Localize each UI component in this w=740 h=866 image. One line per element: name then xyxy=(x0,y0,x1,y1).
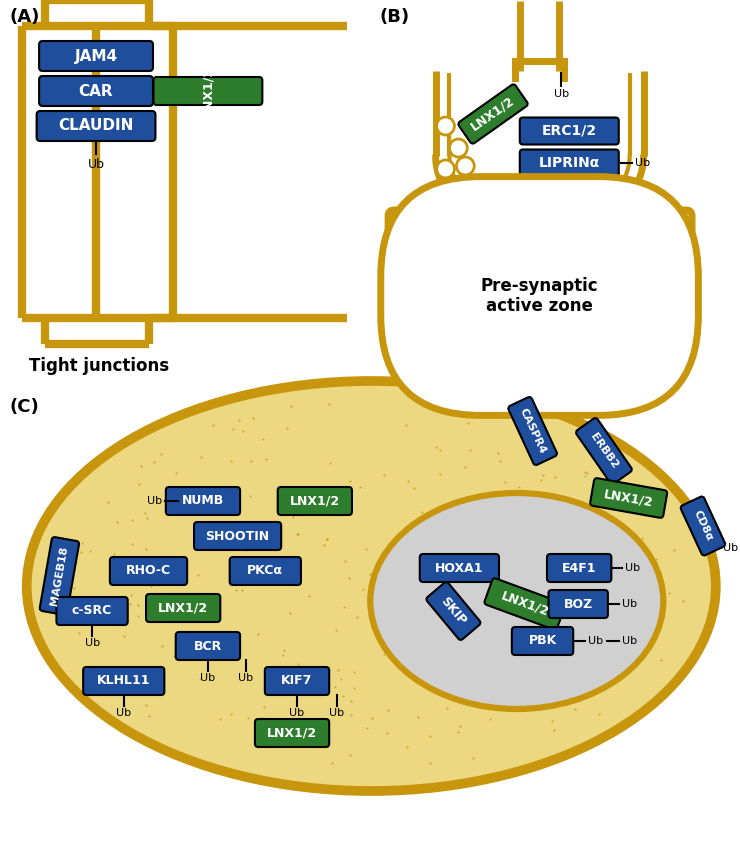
FancyBboxPatch shape xyxy=(388,210,692,270)
Text: c-SRC: c-SRC xyxy=(72,604,112,617)
Text: Ub: Ub xyxy=(723,543,738,553)
Circle shape xyxy=(449,139,467,157)
FancyBboxPatch shape xyxy=(265,667,329,695)
Text: MAGEB18: MAGEB18 xyxy=(50,546,70,606)
FancyBboxPatch shape xyxy=(146,594,221,622)
FancyBboxPatch shape xyxy=(519,150,619,177)
FancyBboxPatch shape xyxy=(153,77,263,105)
FancyBboxPatch shape xyxy=(547,554,611,582)
Text: CLAUDIN: CLAUDIN xyxy=(58,119,134,133)
Text: RHO-C: RHO-C xyxy=(126,565,171,578)
Text: CAR: CAR xyxy=(78,83,113,99)
Text: SHOOTIN: SHOOTIN xyxy=(206,529,269,542)
Text: PKCα: PKCα xyxy=(247,565,283,578)
Text: LNX1/2: LNX1/2 xyxy=(468,94,517,133)
Text: Ub: Ub xyxy=(147,496,162,506)
Circle shape xyxy=(457,157,474,175)
Text: PBK: PBK xyxy=(528,635,556,648)
Text: (C): (C) xyxy=(10,398,40,416)
FancyBboxPatch shape xyxy=(591,478,667,518)
FancyBboxPatch shape xyxy=(548,590,608,618)
Text: KIF7: KIF7 xyxy=(281,675,313,688)
Circle shape xyxy=(437,117,454,135)
Text: BOZ: BOZ xyxy=(564,598,593,611)
Text: LNX1/2: LNX1/2 xyxy=(499,590,551,618)
Text: E4F1: E4F1 xyxy=(562,561,596,574)
Text: Ub: Ub xyxy=(238,673,253,683)
Text: LNX1/2: LNX1/2 xyxy=(201,66,215,116)
Ellipse shape xyxy=(370,493,663,709)
Text: Ub: Ub xyxy=(622,599,637,609)
FancyBboxPatch shape xyxy=(229,557,301,585)
Text: LNX1/2: LNX1/2 xyxy=(290,494,340,507)
Text: SKIP: SKIP xyxy=(438,594,468,628)
Text: JAM4: JAM4 xyxy=(75,48,118,63)
FancyBboxPatch shape xyxy=(175,632,240,660)
Text: Ub: Ub xyxy=(116,708,131,718)
Text: (B): (B) xyxy=(379,8,409,26)
Text: Ub: Ub xyxy=(329,708,344,718)
Polygon shape xyxy=(436,71,644,236)
FancyBboxPatch shape xyxy=(485,578,565,630)
Text: Tight junctions: Tight junctions xyxy=(29,357,169,375)
Text: LIPRINα: LIPRINα xyxy=(539,156,600,170)
Text: Ub: Ub xyxy=(84,638,100,648)
Text: NUMB: NUMB xyxy=(182,494,224,507)
FancyBboxPatch shape xyxy=(512,627,574,655)
FancyBboxPatch shape xyxy=(56,597,128,625)
FancyBboxPatch shape xyxy=(576,418,632,484)
FancyBboxPatch shape xyxy=(83,667,164,695)
FancyBboxPatch shape xyxy=(37,111,155,141)
FancyBboxPatch shape xyxy=(426,582,480,640)
Text: Pre-synaptic
active zone: Pre-synaptic active zone xyxy=(481,276,599,315)
FancyBboxPatch shape xyxy=(166,487,240,515)
FancyBboxPatch shape xyxy=(255,719,329,747)
Text: Ub: Ub xyxy=(635,158,650,168)
FancyBboxPatch shape xyxy=(681,496,725,555)
Circle shape xyxy=(437,160,454,178)
Text: Ub: Ub xyxy=(87,158,104,171)
Text: CASPR4: CASPR4 xyxy=(518,406,548,456)
FancyBboxPatch shape xyxy=(458,84,528,144)
Text: LNX1/2: LNX1/2 xyxy=(267,727,317,740)
FancyBboxPatch shape xyxy=(278,487,352,515)
Text: BCR: BCR xyxy=(194,639,222,652)
FancyBboxPatch shape xyxy=(39,76,153,106)
FancyBboxPatch shape xyxy=(39,41,153,71)
Text: CD8α: CD8α xyxy=(691,509,714,543)
Text: Ub: Ub xyxy=(625,563,640,573)
Ellipse shape xyxy=(27,381,716,791)
Text: ERC1/2: ERC1/2 xyxy=(542,124,597,138)
FancyBboxPatch shape xyxy=(420,554,499,582)
Text: Ub: Ub xyxy=(201,673,215,683)
FancyBboxPatch shape xyxy=(110,557,187,585)
Text: HOXA1: HOXA1 xyxy=(435,561,484,574)
FancyBboxPatch shape xyxy=(519,118,619,145)
Text: (A): (A) xyxy=(10,8,40,26)
Text: Ub: Ub xyxy=(622,636,637,646)
Text: Ub: Ub xyxy=(289,708,305,718)
Text: KLHL11: KLHL11 xyxy=(97,675,150,688)
FancyBboxPatch shape xyxy=(508,397,557,465)
Text: LNX1/2: LNX1/2 xyxy=(158,602,208,615)
Text: Ub: Ub xyxy=(554,89,569,99)
Text: ERBB2: ERBB2 xyxy=(588,431,619,470)
Text: Ub: Ub xyxy=(588,636,603,646)
Text: LNX1/2: LNX1/2 xyxy=(603,488,654,508)
FancyBboxPatch shape xyxy=(40,537,79,615)
FancyBboxPatch shape xyxy=(194,522,281,550)
